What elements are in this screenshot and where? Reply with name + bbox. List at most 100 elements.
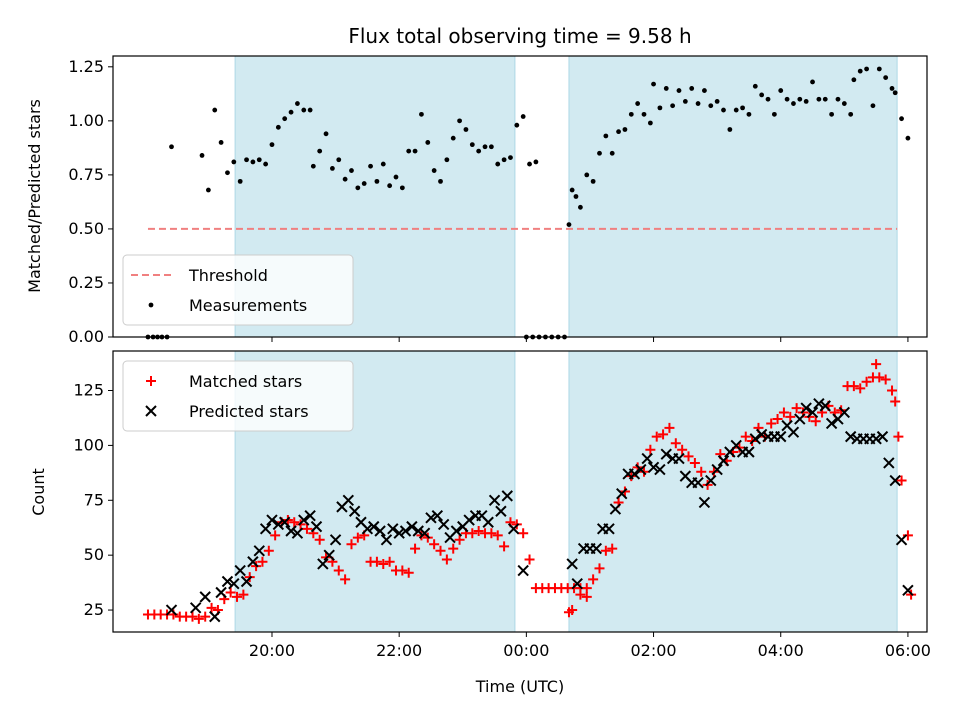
top-point-0-8	[212, 107, 218, 113]
bottom-y-tick-label-2: 75	[84, 490, 104, 509]
top-point-0-87	[682, 98, 688, 104]
bottom-point-0-85	[658, 429, 669, 440]
bottom-point-1-22	[329, 534, 342, 546]
top-point-0-31	[355, 185, 361, 191]
bottom-point-0-27	[314, 534, 325, 545]
bottom-point-0-106	[791, 403, 802, 414]
top-point-0-40	[412, 148, 418, 154]
bottom-point-0-72	[575, 589, 586, 600]
bottom-point-0-71	[567, 605, 578, 616]
top-point-0-9	[218, 140, 224, 145]
top-point-0-102	[778, 88, 784, 93]
bottom-point-0-55	[492, 530, 503, 541]
top-legend: Threshold Measurements	[122, 254, 354, 326]
top-point-0-77	[622, 127, 628, 132]
top-point-0-112	[841, 101, 847, 106]
bottom-point-1-7	[234, 564, 246, 577]
top-point-0-41	[419, 111, 424, 117]
top-point-0-88	[689, 86, 695, 91]
top-point-0-107	[810, 79, 815, 85]
x-tick-label-0: 20:00	[249, 641, 295, 660]
top-point-0-11	[231, 159, 237, 165]
top-point-0-53	[495, 161, 501, 167]
bottom-point-0-116	[855, 383, 866, 394]
top-point-0-79	[635, 101, 641, 106]
top-point-0-121	[892, 90, 898, 96]
bottom-point-1-17	[298, 514, 310, 526]
top-point-0-95	[733, 107, 739, 113]
x-axis-label: Time (UTC)	[475, 677, 564, 696]
x-tick-label-2: 00:00	[503, 641, 549, 660]
bottom-point-0-37	[378, 558, 389, 569]
top-point-0-30	[349, 168, 354, 173]
bottom-point-1-80	[743, 446, 755, 458]
bottom-point-1-75	[711, 463, 723, 476]
top-point-0-84	[663, 86, 669, 91]
bottom-point-0-56	[499, 541, 510, 552]
top-point-0-81	[647, 120, 653, 126]
count-panel: 25 50 75 100 125 20:00 22:00 00:00 02:00 04:00 06:…	[73, 350, 931, 660]
top-point-0-19	[282, 116, 288, 122]
top-point-0-67	[566, 222, 572, 228]
bottom-point-1-5	[221, 575, 234, 588]
bottom-point-1-46	[482, 516, 494, 528]
top-point-0-80	[641, 111, 647, 117]
top-point-0-92	[714, 98, 720, 104]
top-point-0-120	[889, 86, 895, 91]
bottom-point-0-14	[232, 591, 243, 602]
bottom-point-0-40	[397, 565, 408, 576]
top-y-tick-label-1: 0.25	[68, 273, 104, 292]
top-point-0-90	[702, 88, 707, 93]
bottom-point-0-60	[524, 554, 535, 565]
bottom-point-0-32	[346, 539, 357, 550]
top-point-0-10	[225, 170, 230, 176]
bottom-point-0-76	[600, 545, 611, 556]
top-point-0-101	[771, 111, 777, 117]
top-point-0-57	[520, 114, 526, 119]
top-point-0-51	[482, 144, 488, 150]
top-point-0-47	[457, 118, 462, 124]
top-point-0-69	[573, 194, 579, 199]
top-point-0-37	[393, 174, 399, 180]
bottom-point-1-33	[399, 525, 412, 537]
bottom-point-1-81	[749, 433, 762, 445]
bottom-point-1-31	[387, 523, 399, 535]
bottom-point-1-18	[304, 509, 316, 522]
bottom-point-1-49	[501, 490, 513, 502]
top-point-0-34	[374, 178, 380, 184]
bottom-point-1-89	[800, 402, 812, 414]
top-point-0-52	[488, 144, 494, 150]
top-point-0-117	[870, 103, 876, 109]
top-point-0-24	[310, 163, 316, 169]
top-point-0-110	[829, 111, 835, 117]
bottom-series-1	[165, 397, 914, 623]
bottom-point-1-48	[495, 505, 507, 517]
top-point-0-94	[727, 127, 733, 132]
top-point-0-32	[361, 181, 367, 186]
bottom-point-1-92	[819, 400, 831, 412]
bottom-point-0-46	[435, 545, 446, 556]
bottom-point-0-7	[187, 611, 198, 622]
top-y-tick-label-0: 0.00	[68, 327, 104, 346]
bottom-point-0-75	[594, 563, 605, 574]
bottom-point-1-47	[488, 494, 501, 506]
top-point-0-100	[765, 96, 771, 102]
top-point-0-6	[199, 153, 205, 158]
top-point-0-23	[307, 107, 313, 113]
top-point-0-73	[597, 150, 602, 156]
bottom-point-1-9	[247, 556, 259, 568]
top-point-0-109	[822, 96, 828, 102]
top-y-tick-label-3: 0.75	[68, 165, 104, 184]
bottom-point-1-16	[291, 527, 304, 539]
x-tick-label-3: 02:00	[630, 641, 676, 660]
bottom-point-1-105	[902, 584, 914, 596]
bottom-point-1-58	[603, 523, 615, 535]
bottom-point-0-9	[200, 611, 211, 622]
bottom-point-1-28	[368, 520, 380, 533]
bottom-point-0-121	[880, 374, 891, 385]
bottom-point-1-43	[463, 514, 475, 526]
top-point-0-75	[609, 150, 615, 156]
bottom-point-1-65	[647, 461, 660, 474]
bottom-point-0-15	[238, 589, 249, 600]
bottom-point-1-50	[507, 523, 520, 535]
